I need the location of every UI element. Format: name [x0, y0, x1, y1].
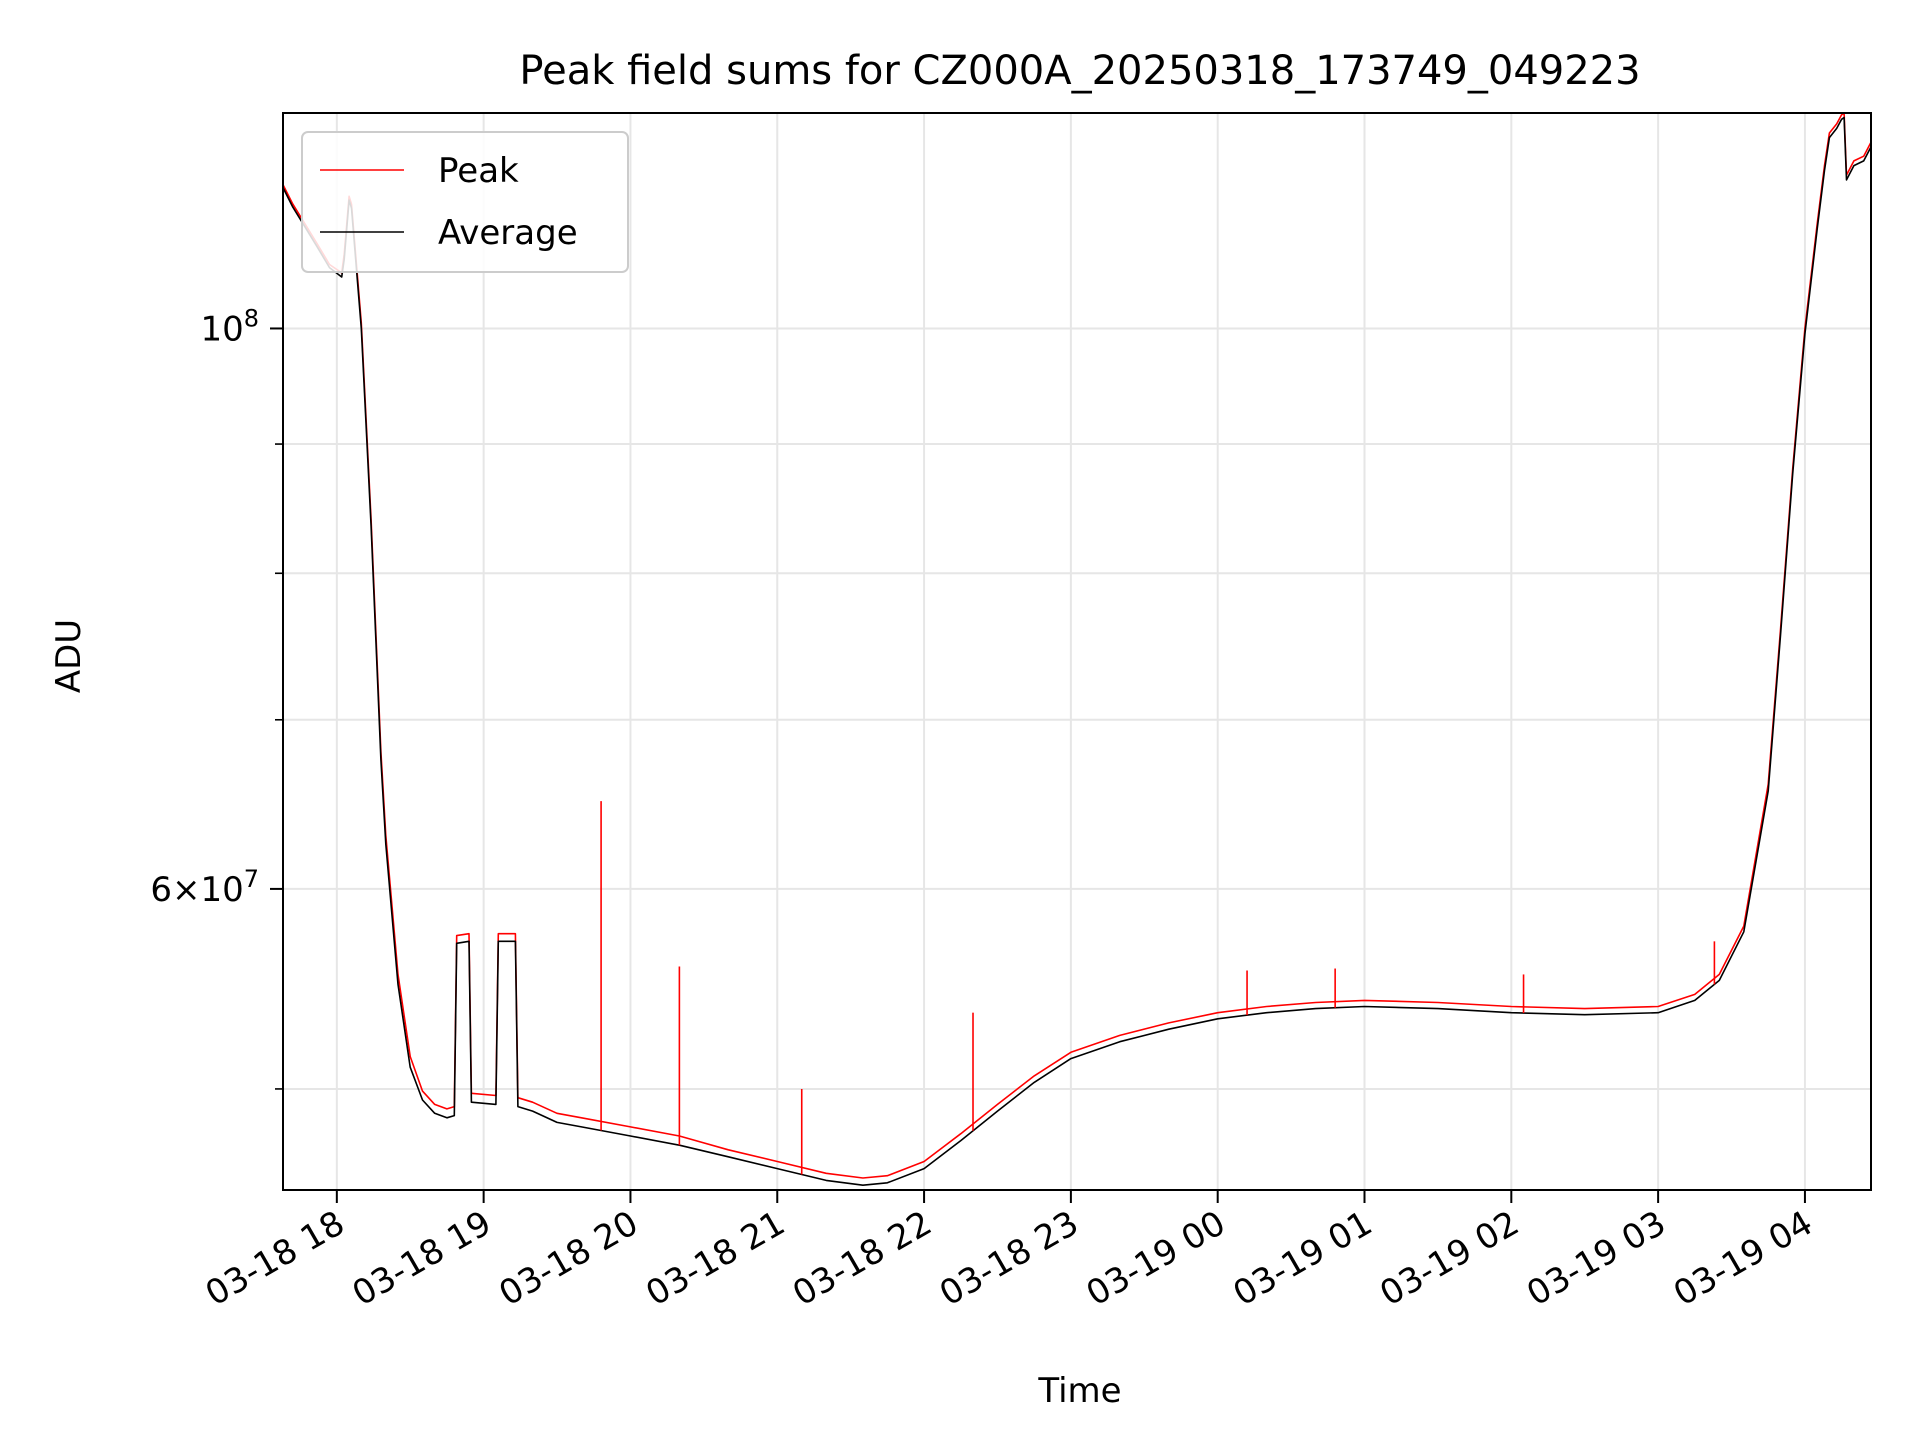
legend-label-average: Average: [438, 213, 578, 253]
y-axis-label: ADU: [49, 619, 89, 693]
plot-frame: [282, 112, 1872, 1191]
series-line-average: [282, 116, 1872, 1186]
grid: [283, 113, 1871, 1190]
y-tick-label: 6×107: [150, 865, 259, 910]
chart-title: Peak field sums for CZ000A_20250318_1737…: [519, 48, 1640, 94]
y-axis: 108 6×107: [150, 304, 283, 1090]
series-layer: [282, 112, 1872, 1186]
x-axis-label: Time: [1037, 1371, 1121, 1411]
y-tick-label: 108: [200, 304, 259, 349]
legend-label-peak: Peak: [438, 151, 519, 191]
legend: Peak Average: [301, 131, 629, 273]
legend-box: [301, 131, 629, 273]
